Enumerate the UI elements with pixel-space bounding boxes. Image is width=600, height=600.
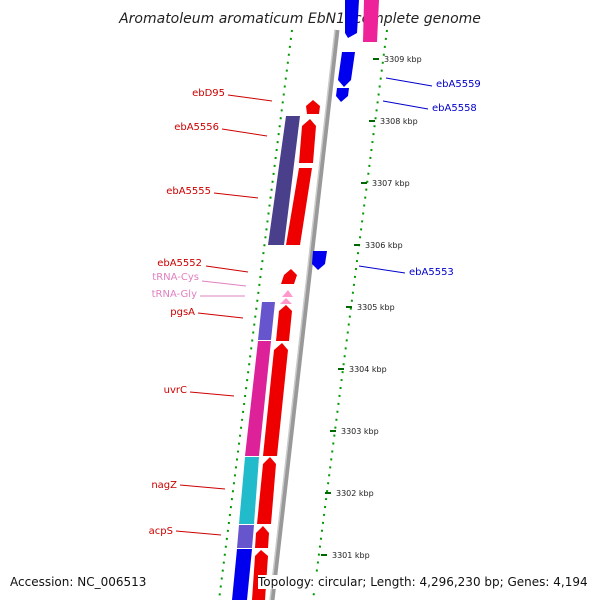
category-segment	[245, 341, 271, 456]
map-title: Aromatoleum aromaticum EbN1, complete ge…	[118, 11, 481, 27]
kbp-tick-label: 3305 kbp	[357, 303, 395, 312]
gene-label-eba5558: ebA5558	[432, 103, 477, 114]
gene-arrow	[306, 100, 320, 114]
gene-label-eba5556: ebA5556	[174, 122, 219, 133]
gene-label-pgsa: pgsA	[170, 307, 195, 318]
gene-arrow	[276, 305, 292, 341]
category-band	[232, 116, 300, 600]
gene-arrow	[363, 0, 379, 42]
gene-label-trna-gly: tRNA-Gly	[152, 289, 197, 300]
category-segment	[239, 457, 259, 524]
gene-arrow	[345, 0, 359, 38]
trna-mark	[282, 290, 293, 297]
gene-label-ebd95: ebD95	[192, 88, 225, 99]
kbp-tick-label: 3301 kbp	[332, 551, 370, 560]
gene-label-acps: acpS	[149, 526, 173, 537]
accession-text: Accession: NC_006513	[10, 575, 147, 589]
gene-arrow	[338, 52, 355, 87]
kbp-tick-label: 3302 kbp	[336, 489, 374, 498]
trna-mark	[280, 298, 292, 304]
kbp-tick-label: 3303 kbp	[341, 427, 379, 436]
gene-label-eba5552: ebA5552	[157, 258, 202, 269]
genome-backbone	[269, 29, 340, 600]
kbp-tick-label: 3306 kbp	[365, 241, 403, 250]
genome-backbone-highlight	[269, 29, 336, 600]
category-segment	[258, 302, 275, 340]
gene-arrow	[257, 457, 276, 524]
gene-arrow	[286, 168, 312, 245]
category-segment	[232, 549, 252, 600]
gene-label-eba5555: ebA5555	[166, 186, 211, 197]
kbp-ticks: 3309 kbp 3308 kbp 3307 kbp 3306 kbp 3305 kbp…	[321, 55, 422, 560]
gene-arrow	[336, 88, 349, 102]
topology-text: Topology: circular; Length: 4,296,230 bp…	[258, 575, 588, 589]
gene-arrow	[299, 119, 316, 163]
gene-arrow	[263, 343, 288, 456]
leader-lines	[175, 77, 433, 536]
kbp-tick-label: 3308 kbp	[380, 117, 418, 126]
gene-label-eba5559: ebA5559	[436, 79, 481, 90]
reverse-strand-genes	[312, 0, 379, 270]
inner-ruler-ring	[312, 29, 388, 600]
gene-arrow	[312, 251, 327, 270]
gene-label-eba5553: ebA5553	[409, 267, 454, 278]
gene-labels: ebD95 ebA5556 ebA5555 ebA5552 tRNA-Cys tRNA-G…	[149, 79, 481, 537]
category-segment	[268, 116, 300, 245]
gene-label-nagz: nagZ	[151, 480, 177, 491]
kbp-tick-label: 3307 kbp	[372, 179, 410, 188]
gene-label-trna-cys: tRNA-Cys	[152, 272, 199, 283]
kbp-tick-label: 3304 kbp	[349, 365, 387, 374]
category-segment	[237, 525, 254, 548]
gene-arrow	[281, 269, 297, 284]
gene-label-uvrc: uvrC	[164, 385, 187, 396]
gene-arrow	[255, 526, 269, 548]
kbp-tick-label: 3309 kbp	[384, 55, 422, 64]
